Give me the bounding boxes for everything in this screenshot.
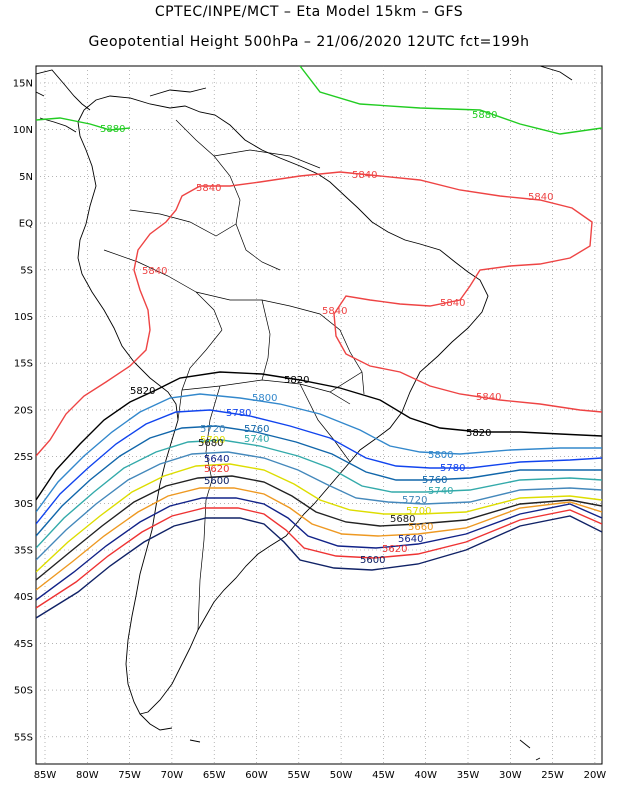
label-5640-b: 5640 (398, 534, 423, 545)
label-5700-b: 5700 (406, 506, 431, 517)
label-5660: 5660 (408, 522, 433, 533)
lat-label-EQ: EQ (19, 219, 33, 230)
contour-5760 (36, 425, 602, 537)
lon-label-65W: 65W (203, 770, 226, 781)
lat-label-20S: 20S (14, 405, 33, 416)
label-5740-b: 5740 (428, 486, 453, 497)
contour-5600 (36, 515, 602, 619)
contour-5680 (36, 475, 602, 581)
map-title-line-1: CPTEC/INPE/MCT – Eta Model 15km – GFS (154, 4, 464, 20)
label-5880-b: 5880 (472, 110, 497, 121)
southern-islands (139, 713, 541, 761)
central-america-coast (36, 69, 91, 133)
lat-label-50S: 50S (14, 686, 33, 697)
label-5820-c: 5820 (466, 428, 491, 439)
label-5820-a: 5820 (130, 386, 155, 397)
latitude-labels: 15N 10N 5N EQ 5S 10S 15S 20S 25S 30S 35S 40S 45S 50S 5… (13, 79, 33, 744)
contour-5880 (36, 66, 602, 135)
label-5760-b: 5760 (422, 475, 447, 486)
contour-5720 (36, 451, 602, 561)
longitude-labels: 85W 80W 75W 70W 65W 60W 55W 50W 45W 40W 35W 30W 25W 2… (34, 770, 607, 781)
coastlines (36, 66, 573, 761)
label-5840-b: 5840 (352, 170, 377, 181)
label-5600-a: 5600 (204, 476, 229, 487)
label-5720-b: 5720 (402, 495, 427, 506)
lat-label-55S: 55S (14, 732, 33, 743)
label-5840-a: 5840 (196, 183, 221, 194)
label-5840-c: 5840 (528, 192, 553, 203)
label-5880-a: 5880 (100, 124, 125, 135)
label-5620-a: 5620 (204, 464, 229, 475)
lon-label-60W: 60W (245, 770, 268, 781)
lon-label-75W: 75W (118, 770, 141, 781)
country-borders (103, 119, 365, 631)
lon-label-35W: 35W (457, 770, 480, 781)
contour-5660 (36, 487, 602, 591)
label-5820-b: 5820 (284, 375, 309, 386)
lon-label-80W: 80W (76, 770, 99, 781)
lon-label-50W: 50W (330, 770, 353, 781)
label-5720-a: 5720 (200, 424, 225, 435)
label-5640-a: 5640 (204, 454, 229, 465)
lat-label-10S: 10S (14, 312, 33, 323)
label-5600-b: 5600 (360, 555, 385, 566)
label-5680-b: 5680 (390, 514, 415, 525)
lat-label-10N: 10N (13, 125, 33, 136)
label-5680-a: 5680 (198, 438, 223, 449)
contour-5700 (36, 463, 602, 573)
lon-label-45W: 45W (372, 770, 395, 781)
south-america-coast (77, 95, 489, 715)
contour-5840 (36, 171, 602, 457)
contour-5620 (36, 507, 602, 609)
label-5700-a: 5700 (200, 435, 225, 446)
lat-label-35S: 35S (14, 546, 33, 557)
lat-label-40S: 40S (14, 592, 33, 603)
contour-5640 (36, 497, 602, 601)
contour-5800 (36, 393, 602, 513)
lon-label-55W: 55W (287, 770, 310, 781)
lat-label-5S: 5S (20, 265, 33, 276)
lon-label-85W: 85W (34, 770, 57, 781)
lat-lon-grid (36, 66, 602, 764)
label-5780-a: 5780 (226, 408, 251, 419)
lon-label-70W: 70W (161, 770, 184, 781)
lat-label-45S: 45S (14, 639, 33, 650)
label-5800-b: 5800 (428, 450, 453, 461)
contour-labels: 5880 5880 5840 5840 5840 5840 5840 5840 … (100, 110, 553, 566)
label-5740-a: 5740 (244, 434, 269, 445)
contour-lines (36, 66, 602, 619)
label-5760-a: 5760 (244, 424, 269, 435)
label-5800-a: 5800 (252, 393, 277, 404)
lat-label-30S: 30S (14, 499, 33, 510)
map-title-line-2: Geopotential Height 500hPa – 21/06/2020 … (88, 34, 530, 50)
label-5840-g: 5840 (476, 392, 501, 403)
lon-label-20W: 20W (584, 770, 607, 781)
lat-label-15S: 15S (14, 359, 33, 370)
lat-label-5N: 5N (19, 172, 33, 183)
lat-label-25S: 25S (14, 452, 33, 463)
map-frame (35, 65, 603, 765)
lon-label-25W: 25W (541, 770, 564, 781)
caribbean-coast (149, 66, 573, 97)
label-5840-f: 5840 (440, 298, 465, 309)
label-5840-e: 5840 (322, 306, 347, 317)
label-5620-b: 5620 (382, 544, 407, 555)
lon-label-40W: 40W (414, 770, 437, 781)
contour-5740 (36, 439, 602, 549)
contour-5820 (36, 371, 602, 501)
label-5840-d: 5840 (142, 266, 167, 277)
label-5780-b: 5780 (440, 463, 465, 474)
lat-label-15N: 15N (13, 79, 33, 90)
contour-5780 (36, 409, 602, 525)
lon-label-30W: 30W (499, 770, 522, 781)
